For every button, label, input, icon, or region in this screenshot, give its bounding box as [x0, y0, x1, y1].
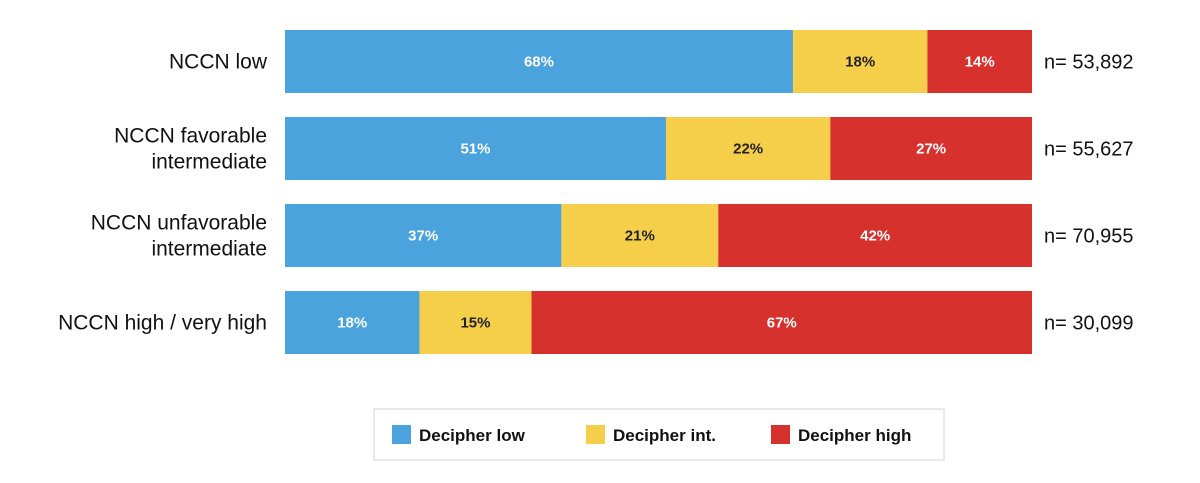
data-label: 68%: [524, 54, 554, 71]
legend: Decipher low Decipher int. Decipher high: [373, 408, 945, 461]
legend-box: [373, 408, 945, 461]
legend-label: Decipher int.: [613, 426, 716, 445]
category-label-line: NCCN favorable: [114, 125, 267, 148]
sample-size-label: n= 53,892: [1044, 52, 1134, 74]
data-label: 67%: [767, 315, 797, 332]
sample-size-label: n= 70,955: [1044, 226, 1134, 248]
category-label-line: intermediate: [151, 151, 267, 174]
data-label: 18%: [337, 315, 367, 332]
bar-segment-decipher-low: [285, 30, 793, 93]
sample-size-label: n= 55,627: [1044, 139, 1134, 161]
bar-segment-decipher-low: [285, 204, 562, 267]
bar-segment-decipher-high: [531, 291, 1032, 354]
bar-segment-decipher-int: [665, 117, 831, 180]
category-label: NCCN unfavorable intermediate: [91, 212, 267, 261]
bar-segment-decipher-low: [285, 291, 420, 354]
legend-swatch-decipher-high: [771, 425, 790, 444]
data-label: 14%: [965, 54, 995, 71]
data-label: 27%: [916, 141, 946, 158]
bar-segment-decipher-high: [718, 204, 1032, 267]
category-label-line: NCCN unfavorable: [91, 212, 267, 235]
data-label: 51%: [460, 141, 490, 158]
bars-layer: NCCN low 68% 18% 14% n= 53,892 NCCN favorable…: [58, 30, 1134, 354]
category-label: NCCN low: [169, 51, 268, 74]
bar-segment-decipher-int: [419, 291, 532, 354]
category-label-line: intermediate: [151, 238, 267, 261]
bar-segment-decipher-int: [561, 204, 719, 267]
bar-segment-decipher-high: [927, 30, 1032, 93]
category-label: NCCN high / very high: [58, 312, 267, 335]
bar-segment-decipher-int: [792, 30, 928, 93]
category-label-line: NCCN low: [169, 51, 268, 74]
sample-size-label: n= 30,099: [1044, 313, 1134, 335]
category-label-line: NCCN high / very high: [58, 312, 267, 335]
bar-segment-decipher-low: [285, 117, 666, 180]
bar-segment-decipher-high: [830, 117, 1032, 180]
data-label: 18%: [845, 54, 875, 71]
legend-label: Decipher low: [419, 426, 526, 445]
data-label: 15%: [460, 315, 490, 332]
category-label: NCCN favorable intermediate: [114, 125, 267, 174]
data-label: 37%: [408, 228, 438, 245]
legend-swatch-decipher-int: [586, 425, 605, 444]
data-label: 42%: [860, 228, 890, 245]
legend-swatch-decipher-low: [392, 425, 411, 444]
data-label: 21%: [625, 228, 655, 245]
data-label: 22%: [733, 141, 763, 158]
legend-label: Decipher high: [798, 426, 911, 445]
